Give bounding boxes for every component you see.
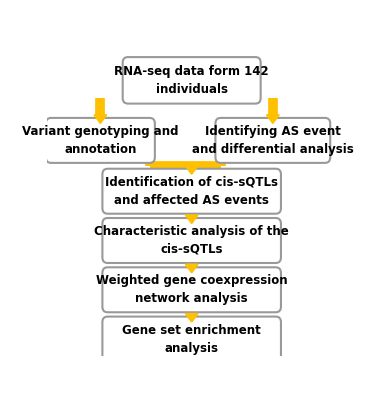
Polygon shape bbox=[185, 166, 198, 174]
Text: Weighted gene coexpression
network analysis: Weighted gene coexpression network analy… bbox=[96, 274, 288, 305]
FancyBboxPatch shape bbox=[102, 316, 281, 362]
Text: Variant genotyping and
annotation: Variant genotyping and annotation bbox=[22, 125, 179, 156]
Text: Identification of cis-sQTLs
and affected AS events: Identification of cis-sQTLs and affected… bbox=[105, 176, 278, 207]
FancyBboxPatch shape bbox=[102, 169, 281, 214]
FancyBboxPatch shape bbox=[102, 267, 281, 312]
Text: RNA-seq data form 142
individuals: RNA-seq data form 142 individuals bbox=[114, 65, 269, 96]
Text: Characteristic analysis of the
cis-sQTLs: Characteristic analysis of the cis-sQTLs bbox=[94, 225, 289, 256]
FancyBboxPatch shape bbox=[123, 57, 261, 104]
FancyBboxPatch shape bbox=[46, 118, 155, 163]
Text: Gene set enrichment
analysis: Gene set enrichment analysis bbox=[122, 324, 261, 354]
FancyBboxPatch shape bbox=[215, 118, 330, 163]
FancyBboxPatch shape bbox=[102, 218, 281, 263]
Polygon shape bbox=[185, 314, 198, 322]
Polygon shape bbox=[94, 115, 107, 124]
Text: Identifying AS event
and differential analysis: Identifying AS event and differential an… bbox=[192, 125, 354, 156]
Polygon shape bbox=[266, 115, 279, 124]
Polygon shape bbox=[185, 215, 198, 224]
Polygon shape bbox=[185, 264, 198, 273]
